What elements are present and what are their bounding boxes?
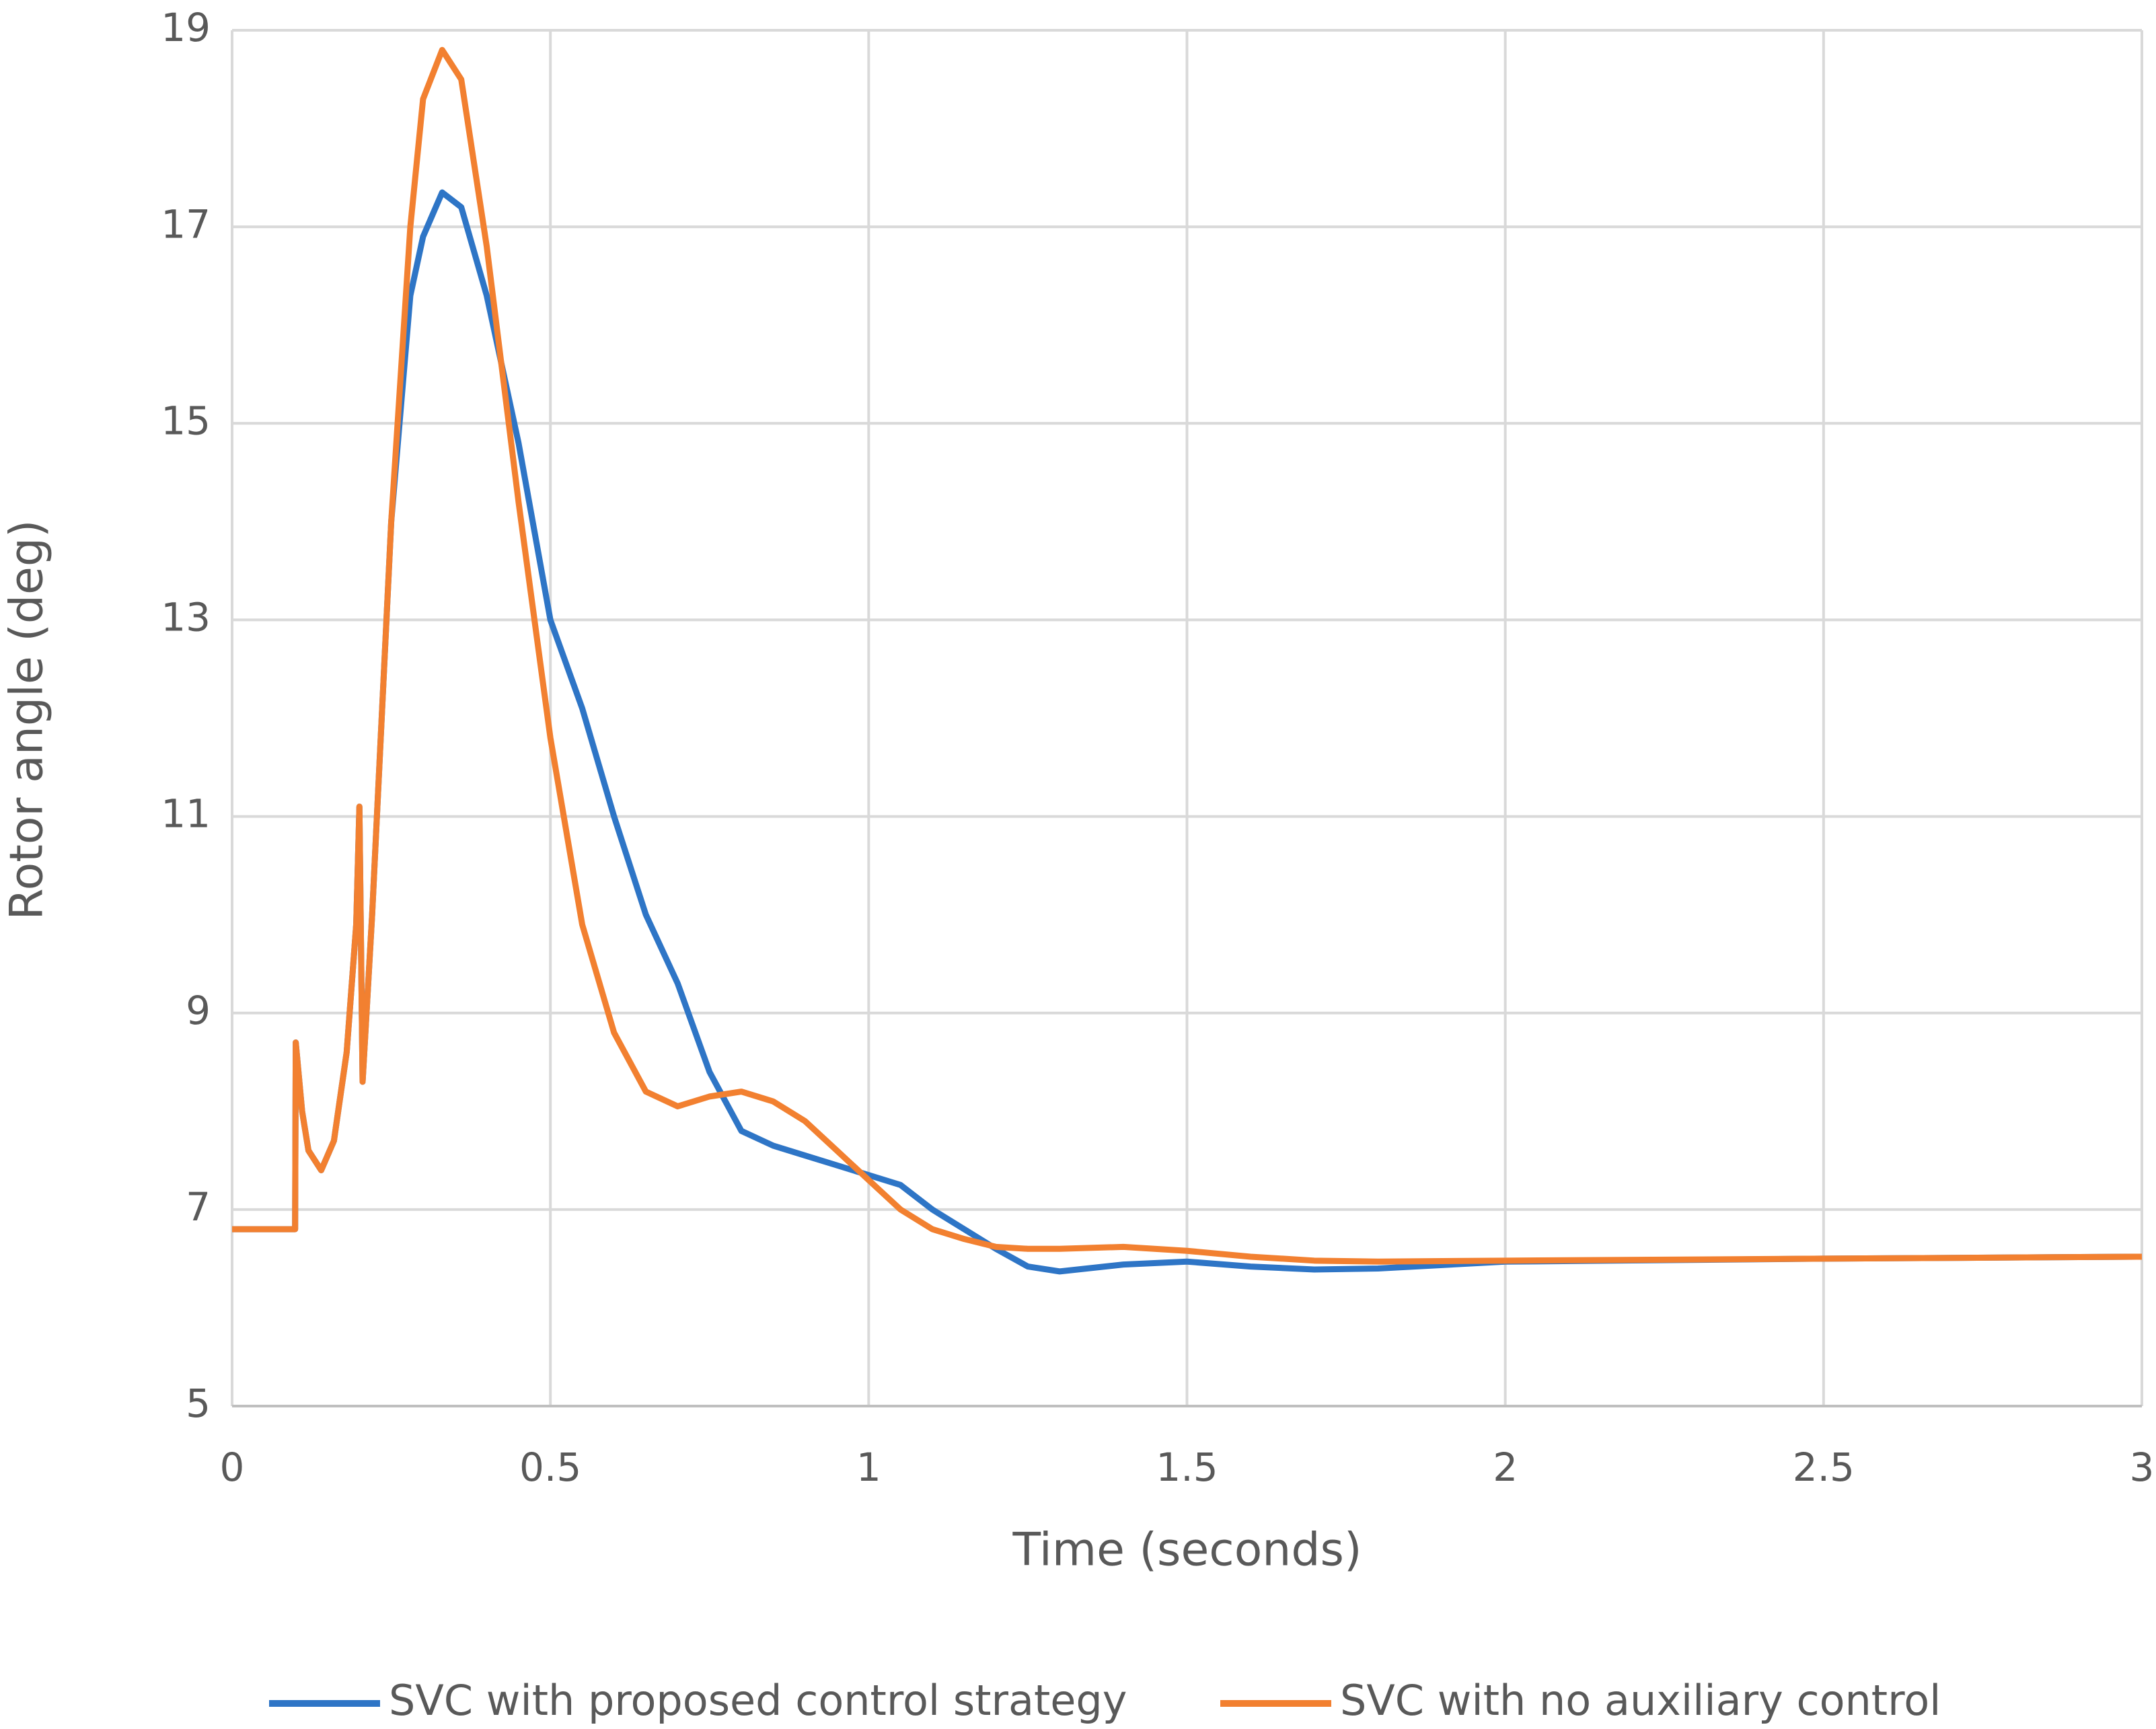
- y-tick-label: 19: [161, 5, 211, 50]
- y-tick-label: 13: [161, 595, 211, 640]
- x-tick-label: 1: [856, 1444, 881, 1490]
- x-axis-title: Time (seconds): [1012, 1524, 1362, 1577]
- y-axis-title: Rotor angle (deg): [1, 519, 54, 920]
- y-tick-label: 15: [161, 398, 211, 443]
- data-line: [232, 46, 2143, 1265]
- y-tick-label: 9: [186, 988, 211, 1033]
- y-tick-label: 11: [161, 791, 211, 837]
- x-tick-label: 0: [220, 1444, 245, 1490]
- y-tick-label: 7: [186, 1184, 211, 1230]
- y-tick-label: 5: [186, 1381, 211, 1426]
- x-tick-label: 2: [1493, 1444, 1518, 1490]
- x-tick-label: 3: [2130, 1444, 2155, 1490]
- x-tick-label: 0.5: [519, 1444, 581, 1490]
- x-tick-label: 1.5: [1156, 1444, 1218, 1490]
- legend-label: SVC with no auxiliary control: [1340, 1676, 1941, 1725]
- x-tick-label: 2.5: [1793, 1444, 1855, 1490]
- y-tick-label: 17: [161, 201, 211, 247]
- legend-label: SVC with proposed control strategy: [389, 1676, 1127, 1725]
